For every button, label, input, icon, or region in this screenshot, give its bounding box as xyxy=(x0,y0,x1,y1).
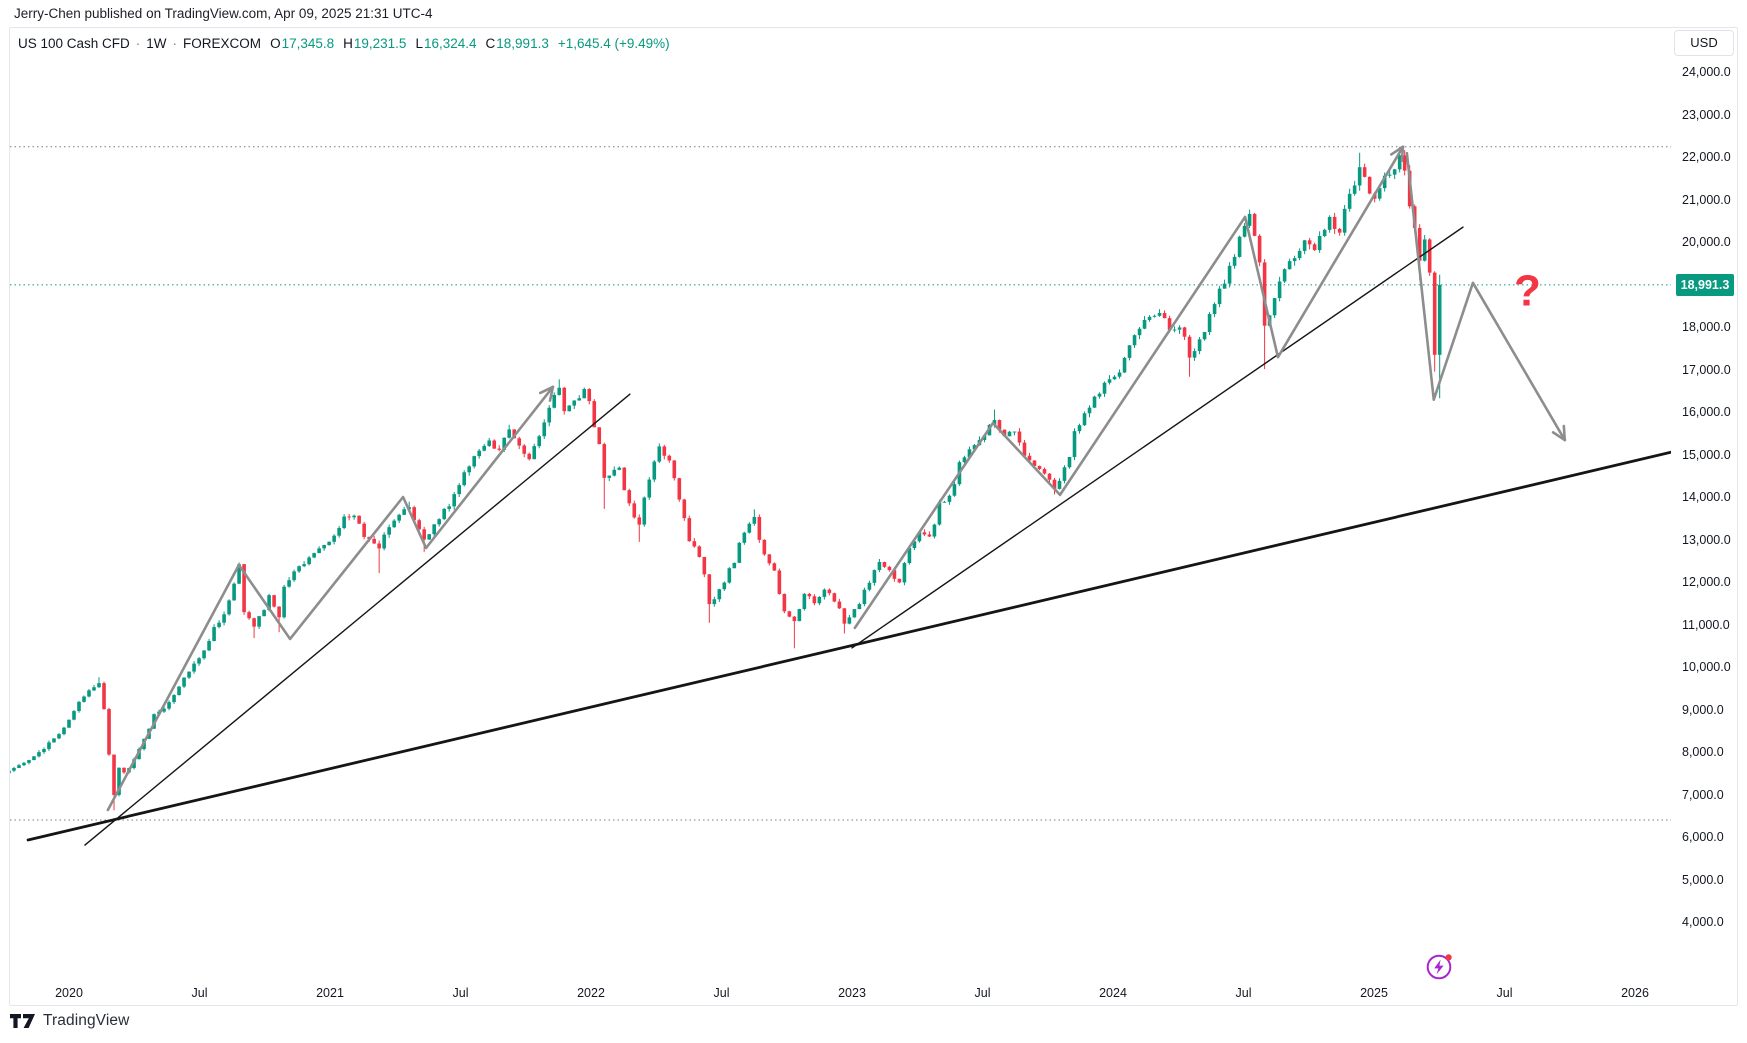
price-tick-label: 13,000.0 xyxy=(1682,532,1731,547)
price-tick-label: 15,000.0 xyxy=(1682,447,1731,462)
time-tick-label: 2025 xyxy=(1360,986,1388,1000)
high-value: 19,231.5 xyxy=(353,36,407,51)
open-key: O xyxy=(270,36,281,51)
price-tick-label: 17,000.0 xyxy=(1682,362,1731,377)
trendline-support-2023-2025[interactable] xyxy=(851,226,1464,649)
high-key: H xyxy=(343,36,353,51)
price-tick-label: 24,000.0 xyxy=(1682,65,1731,79)
drawing-impulse-2020-2021[interactable] xyxy=(106,385,555,812)
time-tick-label: 2026 xyxy=(1621,986,1649,1000)
chart-frame xyxy=(9,27,1738,1006)
candlestick-series xyxy=(10,146,1442,811)
trendline-support-2020-2021[interactable] xyxy=(84,393,631,846)
currency-button[interactable]: USD xyxy=(1674,30,1734,56)
price-tick-label: 11,000.0 xyxy=(1682,617,1730,632)
price-tick-label: 9,000.0 xyxy=(1682,702,1724,717)
open-value: 17,345.8 xyxy=(281,36,335,51)
question-mark-annotation[interactable]: ? xyxy=(1514,266,1541,315)
attribution[interactable]: TradingView xyxy=(10,1012,129,1030)
notification-dot xyxy=(1445,954,1452,961)
interval-label: 1W xyxy=(146,36,167,51)
price-tick-label: 23,000.0 xyxy=(1682,107,1731,122)
price-tick-label: 18,000.0 xyxy=(1682,320,1731,334)
change-value: +1,645.4 (+9.49%) xyxy=(557,36,670,51)
time-tick-label: 2022 xyxy=(577,986,605,1000)
price-tick-label: 7,000.0 xyxy=(1682,787,1724,802)
drawing-impulse-2023-2025[interactable] xyxy=(853,145,1405,630)
price-tick-label: 16,000.0 xyxy=(1682,405,1731,419)
time-tick-label: Jul xyxy=(191,986,208,1000)
brand-text: TradingView xyxy=(43,1012,130,1029)
price-tick-label: 4,000.0 xyxy=(1682,915,1724,929)
published-idea-icon[interactable] xyxy=(1425,951,1455,981)
low-value: 16,324.4 xyxy=(423,36,477,51)
price-tick-label: 8,000.0 xyxy=(1682,745,1724,759)
time-tick-label: 2020 xyxy=(55,986,83,1000)
price-tick-label: 20,000.0 xyxy=(1682,235,1731,249)
price-tick-label: 12,000.0 xyxy=(1682,575,1731,589)
time-tick-label: 2023 xyxy=(838,986,866,1000)
time-tick-label: Jul xyxy=(713,986,730,1000)
low-key: L xyxy=(415,36,423,51)
time-tick-label: 2024 xyxy=(1099,986,1127,1000)
time-tick-label: Jul xyxy=(1496,986,1513,1000)
time-tick-label: Jul xyxy=(974,986,991,1000)
trendline-major-support[interactable] xyxy=(26,450,1672,842)
separator-dot: · xyxy=(135,36,141,51)
symbol-name: US 100 Cash CFD xyxy=(18,36,130,51)
close-value: 18,991.3 xyxy=(496,36,549,51)
last-price-badge: 18,991.3 xyxy=(1676,273,1734,296)
price-tick-label: 21,000.0 xyxy=(1682,192,1731,207)
time-tick-label: Jul xyxy=(1235,986,1252,1000)
price-tick-label: 22,000.0 xyxy=(1682,150,1731,164)
publisher-text: Jerry-Chen published on TradingView.com,… xyxy=(14,6,433,21)
price-tick-label: 6,000.0 xyxy=(1682,830,1724,844)
close-key: C xyxy=(485,36,496,51)
tradingview-logo-icon xyxy=(10,1013,35,1028)
symbol-legend[interactable]: US 100 Cash CFD · 1W · FOREXCOM O17,345.8 H19,… xyxy=(18,36,670,51)
drawing-projected-path[interactable] xyxy=(1405,151,1567,442)
time-tick-label: 2021 xyxy=(316,986,344,1000)
publisher-bar: Jerry-Chen published on TradingView.com,… xyxy=(14,6,433,21)
chart-pane: ? xyxy=(10,145,1672,846)
price-tick-label: 14,000.0 xyxy=(1682,490,1731,504)
time-tick-label: Jul xyxy=(452,986,469,1000)
price-tick-label: 10,000.0 xyxy=(1682,660,1731,674)
lightning-bolt-icon xyxy=(1434,959,1444,975)
exchange-label: FOREXCOM xyxy=(183,36,262,51)
price-tick-label: 5,000.0 xyxy=(1682,872,1724,887)
separator-dot: · xyxy=(172,36,178,51)
